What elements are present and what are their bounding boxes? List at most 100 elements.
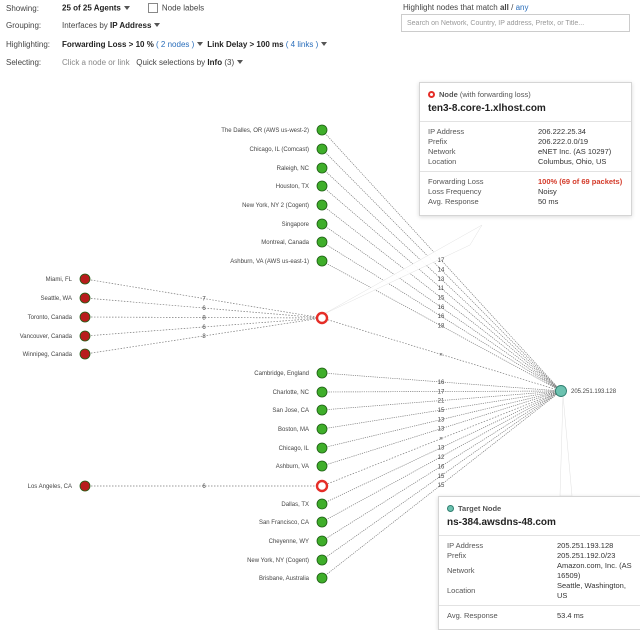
quick-selections-dropdown[interactable]: Info (207, 58, 223, 67)
link-delay-label: 8 (202, 334, 206, 340)
agent-node[interactable] (316, 460, 328, 472)
selecting-row: Selecting: Click a node or link Quick sel… (6, 58, 247, 67)
loss-node-icon (428, 91, 435, 98)
target-details-table: IP Address 205.251.193.128 Prefix 205.251.1… (447, 541, 632, 601)
agent-node[interactable] (316, 218, 328, 230)
agent-node[interactable] (316, 423, 328, 435)
agent-node[interactable] (316, 498, 328, 510)
detail-row: Avg. Response 53.4 ms (447, 611, 584, 621)
link-delay-label: 18 (438, 324, 445, 330)
link-line (84, 278, 323, 319)
agent-label: Chicago, IL (Comcast) (250, 147, 309, 153)
agent-node[interactable] (316, 124, 328, 136)
popup-callout (559, 394, 573, 497)
agent-node[interactable] (316, 554, 328, 566)
match-all-option[interactable]: all (499, 3, 509, 12)
loss-x-mark: × (439, 437, 443, 443)
node-info-popup: Node (with forwarding loss) ten3-8.core-… (419, 82, 632, 216)
node-labels-checkbox[interactable] (147, 3, 158, 13)
node-labels-label[interactable]: Node labels (161, 3, 205, 13)
link-line (321, 148, 562, 392)
selecting-hint: Click a node or link (62, 58, 130, 67)
link-delay-label: 12 (438, 455, 445, 461)
detail-value: 205.251.193.128 (557, 541, 614, 550)
agent-label: Houston, TX (276, 184, 309, 190)
link-delay-label: 17 (438, 390, 445, 396)
detail-value: Amazon.com, Inc. (AS 16509) (557, 561, 632, 580)
match-separator: / (511, 3, 514, 12)
grouping-dropdown[interactable]: IP Address (110, 21, 152, 30)
target-popup-heading: Target Node (458, 504, 502, 513)
detail-value: Noisy (538, 187, 557, 196)
detail-row: IP Address 205.251.193.128 (447, 541, 632, 551)
agent-node[interactable] (316, 572, 328, 584)
showing-label: Showing: (6, 3, 39, 13)
link-delay-label: 8 (202, 316, 206, 322)
agent-node[interactable] (79, 273, 91, 285)
link-delay-label: 6 (202, 484, 206, 490)
agent-node[interactable] (316, 404, 328, 416)
forwarding-loss-count[interactable]: ( 2 nodes ) (156, 40, 195, 49)
link-line (321, 390, 562, 393)
link-line (321, 372, 562, 392)
link-delay-label: 16 (438, 314, 445, 320)
agent-node[interactable] (79, 348, 91, 360)
forwarding-loss-filter[interactable]: Forwarding Loss > 10 % (62, 40, 154, 49)
agent-node[interactable] (316, 516, 328, 528)
highlighting-row: Highlighting: Forwarding Loss > 10 % ( 2 … (6, 40, 331, 49)
agent-node[interactable] (316, 162, 328, 174)
popup-callout (323, 224, 483, 315)
agent-node[interactable] (316, 535, 328, 547)
chevron-down-icon[interactable] (123, 6, 130, 10)
link-line (321, 390, 562, 505)
agent-label: Dallas, TX (281, 502, 309, 508)
grouping-label: Grouping: (6, 21, 42, 30)
grouping-row: Grouping: Interfaces by IP Address (6, 21, 164, 30)
detail-row: Avg. Response 50 ms (428, 197, 622, 207)
forwarding-loss-node[interactable] (315, 479, 329, 493)
agent-node[interactable] (316, 255, 328, 267)
link-line (84, 297, 323, 319)
detail-row: Prefix 205.251.192.0/23 (447, 551, 632, 561)
chevron-down-icon[interactable] (237, 60, 244, 65)
highlight-match-prefix: Highlight nodes that match (403, 3, 498, 12)
agent-label: Cheyenne, WY (269, 539, 309, 545)
detail-value: Seattle, Washington, US (557, 581, 626, 600)
chevron-down-icon[interactable] (197, 42, 204, 47)
forwarding-loss-node[interactable] (315, 311, 329, 325)
link-delay-label: 11 (438, 286, 445, 292)
agent-node[interactable] (79, 311, 91, 323)
agents-dropdown[interactable]: 25 of 25 Agents (62, 3, 121, 13)
agent-node[interactable] (79, 292, 91, 304)
agent-node[interactable] (316, 367, 328, 379)
link-delay-count[interactable]: ( 4 links ) (285, 40, 319, 49)
link-delay-label: 6 (202, 325, 206, 331)
agent-node[interactable] (316, 143, 328, 155)
agent-node[interactable] (79, 480, 91, 492)
link-delay-label: 13 (438, 418, 445, 424)
agent-label: Brisbane, Australia (259, 576, 310, 582)
link-delay-label: 13 (438, 446, 445, 452)
target-popup-header: Target Node (447, 504, 632, 513)
chevron-down-icon[interactable] (154, 23, 161, 28)
agent-node[interactable] (316, 199, 328, 211)
link-line (321, 390, 562, 430)
agent-node[interactable] (316, 180, 328, 192)
link-delay-label: 17 (438, 258, 445, 264)
agent-node[interactable] (316, 236, 328, 248)
chevron-down-icon[interactable] (321, 42, 328, 47)
match-any-option[interactable]: any (515, 3, 529, 12)
link-delay-filter[interactable]: Link Delay > 100 ms (207, 40, 284, 49)
highlight-search-input[interactable] (401, 14, 630, 32)
detail-value: 205.251.192.0/23 (557, 551, 616, 560)
agent-node[interactable] (316, 442, 328, 454)
agent-node[interactable] (316, 386, 328, 398)
detail-value: 100% (69 of 69 packets) (538, 177, 623, 186)
target-node[interactable] (555, 385, 567, 397)
agent-node[interactable] (79, 330, 91, 342)
agent-label: Toronto, Canada (28, 315, 73, 321)
loss-link (321, 317, 562, 392)
agent-label: The Dalles, OR (AWS us-west-2) (221, 128, 309, 134)
link-delay-label: 7 (202, 297, 206, 303)
